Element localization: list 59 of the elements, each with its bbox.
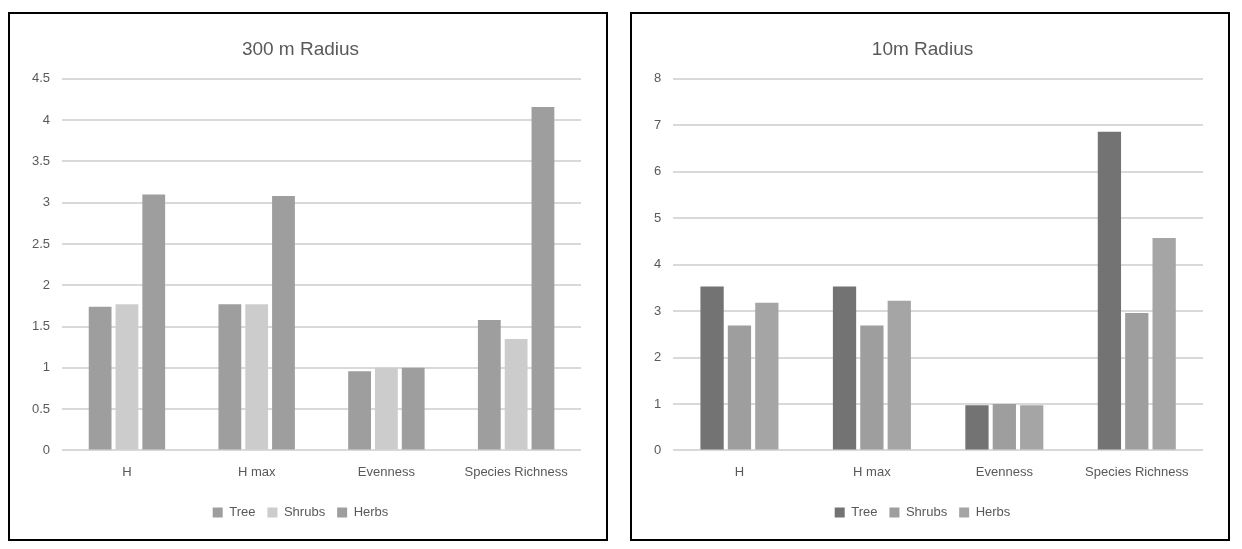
bar: [700, 286, 724, 450]
y-tick-label: 0: [42, 441, 51, 457]
y-tick-label: 4: [42, 111, 51, 127]
x-tick-label: H max: [237, 463, 276, 479]
bar: [375, 367, 398, 450]
bar: [1097, 131, 1122, 450]
y-tick-label: 3: [42, 194, 51, 210]
x-tick-label: H max: [853, 463, 892, 479]
bar: [755, 302, 779, 450]
legend-label: Shrubs: [283, 504, 326, 520]
x-tick-label: Evenness: [975, 463, 1034, 479]
y-tick-label: 0.5: [31, 400, 51, 416]
bar: [1020, 405, 1044, 450]
bar: [1152, 238, 1176, 450]
y-tick-label: 4.5: [31, 70, 51, 86]
bar: [115, 304, 139, 450]
bar: [477, 319, 501, 450]
chart-title: 300 m Radius: [241, 37, 360, 59]
y-tick-label: 5: [654, 209, 662, 225]
y-tick-label: 8: [654, 70, 662, 86]
y-tick-label: 3: [654, 302, 662, 318]
bar: [88, 306, 112, 450]
legend-label: Tree: [851, 504, 878, 520]
legend-label: Shrubs: [905, 504, 948, 520]
bar: [1125, 312, 1149, 450]
y-tick-label: 2: [654, 349, 662, 365]
bar: [727, 325, 752, 450]
bar: [401, 367, 425, 450]
bar: [992, 403, 1016, 450]
bar: [860, 325, 884, 450]
bar: [272, 196, 295, 450]
x-tick-label: Evenness: [357, 463, 416, 479]
bar: [832, 286, 857, 450]
x-tick-label: Species Richness: [1085, 463, 1189, 479]
y-tick-label: 3.5: [31, 152, 51, 168]
bar: [218, 304, 242, 450]
y-tick-label: 7: [654, 116, 662, 132]
bar: [245, 304, 269, 450]
bar: [142, 194, 166, 450]
x-tick-label: H: [734, 463, 745, 479]
legend-label: Tree: [229, 504, 256, 520]
x-tick-label: H: [122, 463, 132, 479]
y-tick-label: 2.5: [31, 235, 51, 251]
y-tick-label: 4: [654, 256, 662, 272]
legend-label: Herbs: [353, 504, 389, 520]
bar: [887, 300, 911, 450]
legend-label: Herbs: [975, 504, 1011, 520]
chart-title: 10m Radius: [871, 37, 974, 59]
bar: [504, 338, 528, 450]
bar: [965, 405, 989, 450]
y-tick-label: 1: [42, 359, 51, 375]
y-tick-label: 1.5: [31, 318, 51, 334]
y-tick-label: 1: [654, 395, 662, 411]
y-tick-label: 6: [654, 163, 662, 179]
bar: [348, 371, 371, 450]
y-tick-label: 0: [654, 441, 662, 457]
x-tick-label: Species Richness: [464, 463, 569, 479]
y-tick-label: 2: [42, 276, 51, 292]
bar: [531, 106, 555, 450]
